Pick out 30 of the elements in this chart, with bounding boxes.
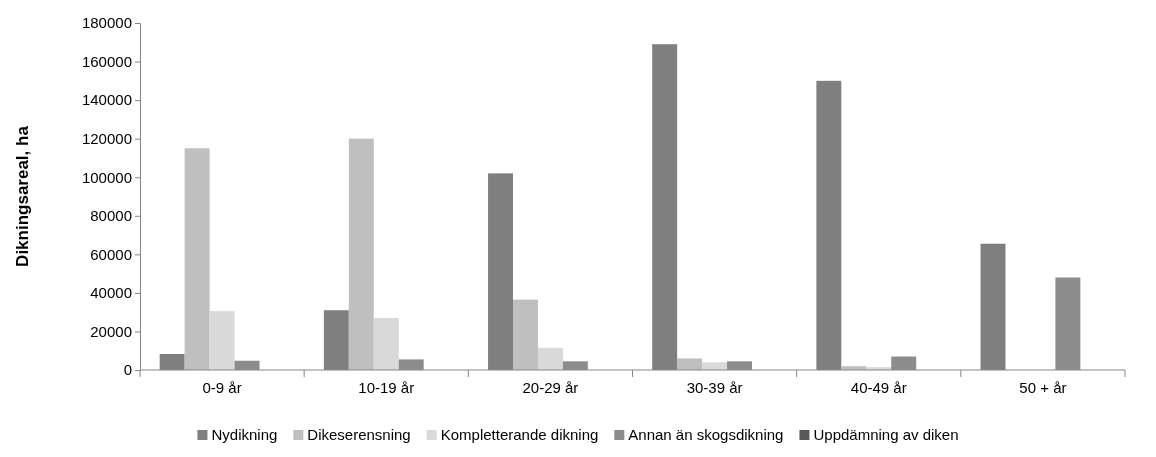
bar [537, 347, 563, 370]
x-tick-label: 40-49 år [850, 378, 907, 396]
x-tick-label: 50 + år [1019, 378, 1067, 396]
y-tick-label: 140000 [81, 91, 132, 109]
x-tick-label: 30-39 år [686, 378, 743, 396]
y-tick-label: 120000 [81, 129, 132, 147]
y-tick-label: 40000 [90, 284, 132, 302]
y-tick-label: 180000 [81, 14, 132, 32]
y-tick-label: 100000 [81, 168, 132, 186]
bar [677, 358, 703, 370]
bar [184, 148, 210, 370]
x-tick-label: 0-9 år [202, 378, 242, 396]
bar [373, 317, 399, 370]
x-tick-label: 10-19 år [358, 378, 415, 396]
bar [209, 311, 235, 370]
y-tick-label: 160000 [81, 52, 132, 70]
y-axis-title: Dikningsareal, ha [13, 125, 32, 267]
y-tick-label: 0 [123, 361, 132, 379]
legend-label: Nydikning [211, 426, 278, 443]
bar [348, 138, 374, 370]
bar [702, 362, 728, 370]
x-tick-label: 20-29 år [522, 378, 579, 396]
legend-label: Annan än skogsdikning [628, 426, 784, 443]
y-tick-label: 20000 [90, 322, 132, 340]
y-tick-label: 80000 [90, 207, 132, 225]
legend-label: Dikeserensning [307, 426, 411, 443]
legend-label: Uppdämning av diken [813, 426, 959, 443]
bar [512, 299, 538, 370]
y-tick-label: 60000 [90, 245, 132, 263]
legend-label: Kompletterande dikning [440, 426, 599, 443]
